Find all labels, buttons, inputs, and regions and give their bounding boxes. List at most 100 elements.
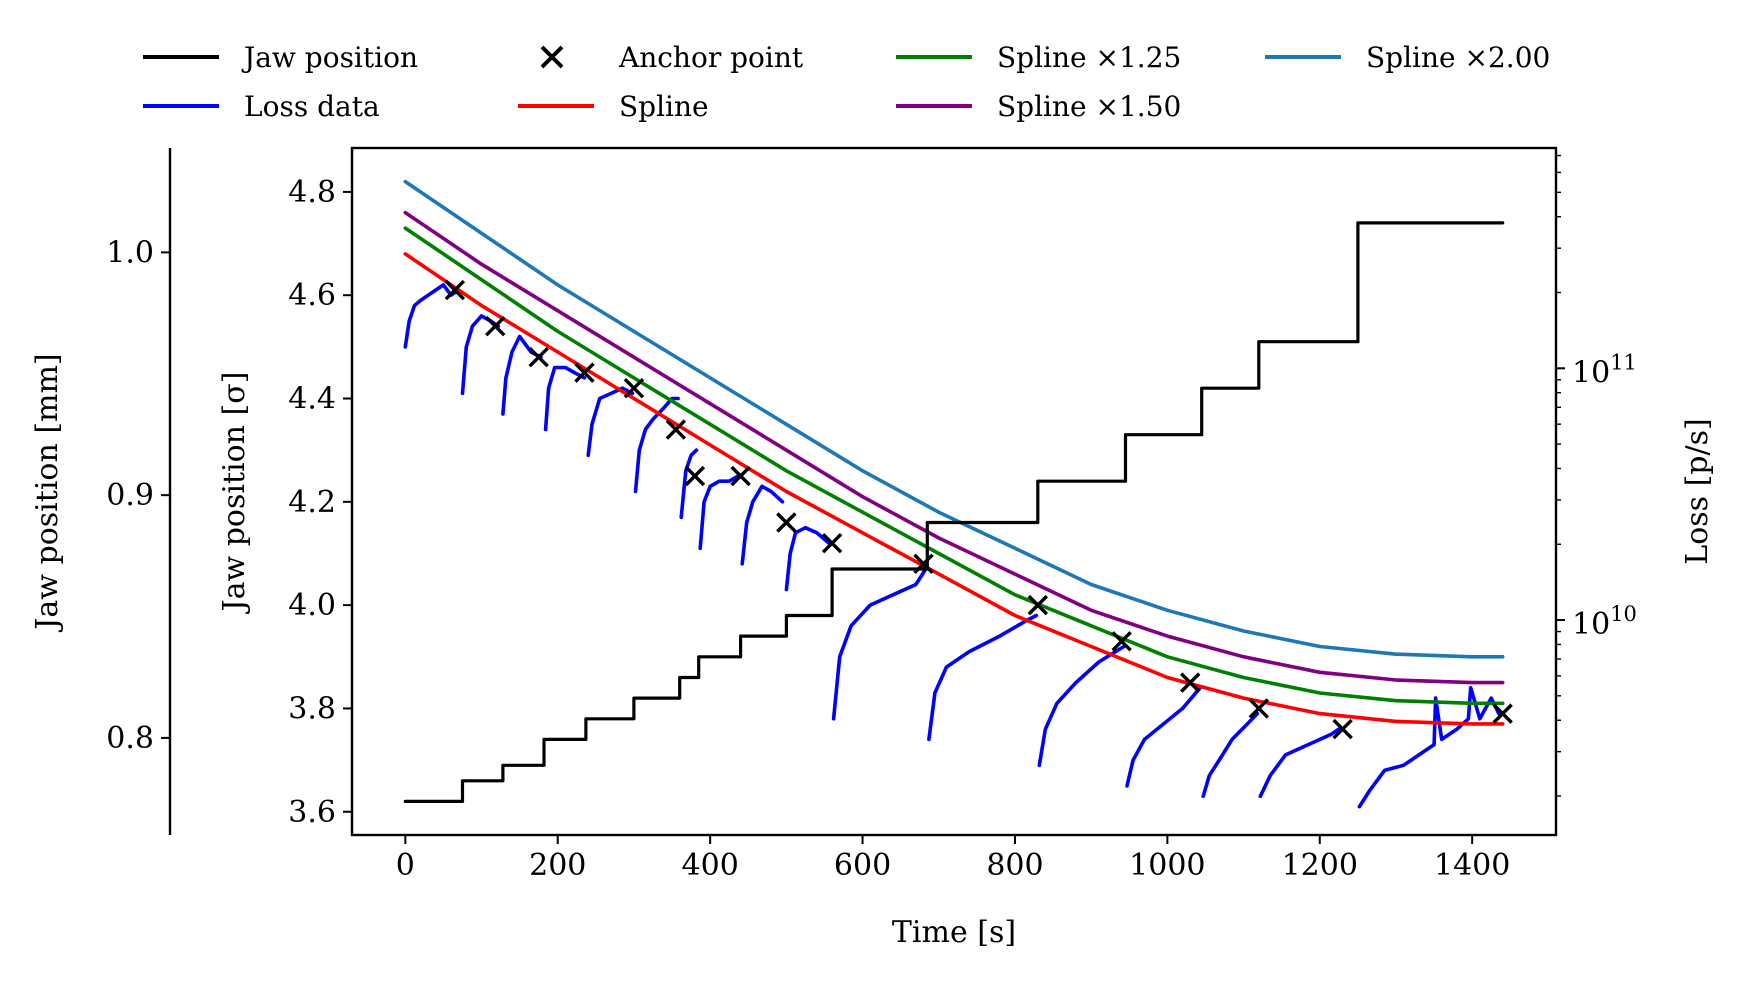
legend-label: Jaw position [241, 41, 418, 74]
anchor-point-stroke [1492, 703, 1513, 724]
y-loss-tick-label: 1011 [1572, 350, 1637, 390]
y-mm-axis-title: Jaw position [mm] [30, 353, 65, 632]
loss-data-segment [501, 334, 543, 416]
anchor-point-stroke [485, 316, 506, 337]
y-sigma-tick-label: 4.2 [288, 485, 336, 520]
anchor-point-marker [1027, 594, 1049, 616]
x-tick-label: 1400 [1434, 848, 1510, 883]
legend-label: Anchor point [618, 41, 804, 74]
legend-entry: Spline ×1.25 [896, 41, 1181, 74]
legend-label: Loss data [244, 90, 380, 123]
loss-data-segment [1258, 727, 1341, 799]
y-loss-tick-exponent: 10 [1610, 602, 1637, 626]
loss-data-segment [927, 613, 1039, 742]
y-sigma-axis-title: Jaw position [σ] [217, 372, 252, 615]
y-loss-tick-exponent: 11 [1610, 350, 1637, 374]
legend-entry: Spline ×1.50 [896, 90, 1181, 123]
loss-data-segment [1037, 644, 1126, 768]
legend-entry: Spline [518, 90, 709, 123]
legend-anchor-point-swatch [540, 45, 564, 69]
jaw-position-line [403, 221, 1505, 804]
anchor-point-stroke [1180, 672, 1201, 693]
anchor-point-marker [684, 465, 706, 487]
legend-entry: Loss data [143, 90, 380, 123]
y-sigma-tick-label: 4.4 [288, 382, 336, 417]
x-tick-label: 800 [986, 848, 1043, 883]
loss-data-segment [831, 567, 928, 721]
anchor-point-stroke [1332, 718, 1353, 740]
anchor-point-marker [574, 362, 595, 383]
anchor-point-marker [1248, 698, 1270, 719]
loss-data-segment [679, 448, 699, 520]
anchor-point-stroke [684, 465, 706, 487]
anchor-point-marker [444, 279, 466, 301]
anchor-point-stroke [821, 532, 843, 554]
y-loss-tick-label: 1010 [1572, 602, 1637, 642]
y-sigma-tick-label: 3.6 [288, 795, 336, 830]
anchor-point-stroke [776, 512, 797, 533]
y-loss-tick-base: 10 [1572, 607, 1610, 642]
legend-label: Spline ×1.25 [997, 41, 1181, 74]
spline-line [403, 252, 1505, 726]
legend: Jaw position Loss data Anchor point Spline S… [143, 41, 1550, 123]
spline-x1-50-line [403, 210, 1505, 685]
spline-x1-25-line [403, 226, 1505, 706]
anchor-point-marker [1180, 672, 1201, 693]
loss-data-segment [698, 474, 741, 551]
anchor-point-marker [1111, 631, 1132, 652]
y-sigma-tick-label: 4.0 [288, 588, 336, 623]
anchor-point-marker [1332, 718, 1353, 740]
legend-entry: Jaw position [143, 41, 418, 74]
anchor-point-marker [665, 419, 687, 440]
y-sigma-tick-label: 3.8 [288, 691, 336, 726]
anchor-point-stroke [1248, 698, 1270, 719]
x-tick-label: 0 [396, 848, 415, 883]
loss-data-segment [740, 484, 785, 566]
anchor-point-marker [913, 553, 934, 575]
loss-data-segment [784, 525, 831, 592]
anchor-point-stroke [528, 346, 549, 368]
anchor-point-marker [730, 465, 751, 487]
plot-frame [350, 146, 1558, 837]
y-loss-axis-title: Loss [p/s] [1680, 418, 1715, 564]
anchor-point-stroke [1111, 631, 1132, 652]
jaw-position-mm-axis: 0.8 0.9 1.0 Jaw position [mm] [30, 148, 172, 835]
loss-data-segment [543, 365, 587, 432]
anchor-point-marker [1492, 703, 1513, 724]
x-axis-title: Time [s] [892, 915, 1016, 950]
y-mm-tick-label: 1.0 [106, 235, 154, 270]
anchor-point-marker [528, 346, 549, 368]
loss-data-segment [586, 386, 635, 458]
anchor-point-stroke [1027, 594, 1049, 616]
loss-data-segment [1201, 711, 1260, 799]
anchor-point-stroke [665, 419, 687, 440]
y-sigma-tick-label: 4.6 [288, 278, 336, 313]
y-loss-tick-base: 10 [1572, 355, 1610, 390]
y-sigma-tick-label: 4.8 [288, 175, 336, 210]
y-mm-tick-label: 0.9 [106, 478, 154, 513]
anchor-point-marker [485, 316, 506, 337]
y-mm-tick-label: 0.8 [106, 721, 154, 756]
legend-label: Spline ×1.50 [997, 90, 1181, 123]
x-tick-label: 1200 [1282, 848, 1358, 883]
x-tick-label: 1000 [1129, 848, 1205, 883]
anchor-point-stroke [444, 279, 466, 301]
x-tick-label: 600 [834, 848, 891, 883]
legend-label: Spline [619, 90, 709, 123]
anchor-point-stroke [623, 377, 645, 399]
legend-entry: Anchor point [540, 41, 804, 74]
legend-label: Spline ×2.00 [1366, 41, 1550, 74]
anchor-point-marker [776, 512, 797, 533]
anchor-point-stroke [574, 362, 595, 383]
loss-data-segment [403, 283, 461, 349]
anchor-point-stroke [913, 553, 934, 575]
loss-data-segment [633, 396, 680, 494]
loss-data-segment [1357, 685, 1501, 809]
series-layer [403, 179, 1513, 809]
anchor-point-stroke [730, 465, 751, 487]
legend-entry: Spline ×2.00 [1265, 41, 1550, 74]
anchor-point-marker [623, 377, 645, 399]
anchor-point-marker [821, 532, 843, 554]
spline-x2-00-line [403, 179, 1505, 659]
